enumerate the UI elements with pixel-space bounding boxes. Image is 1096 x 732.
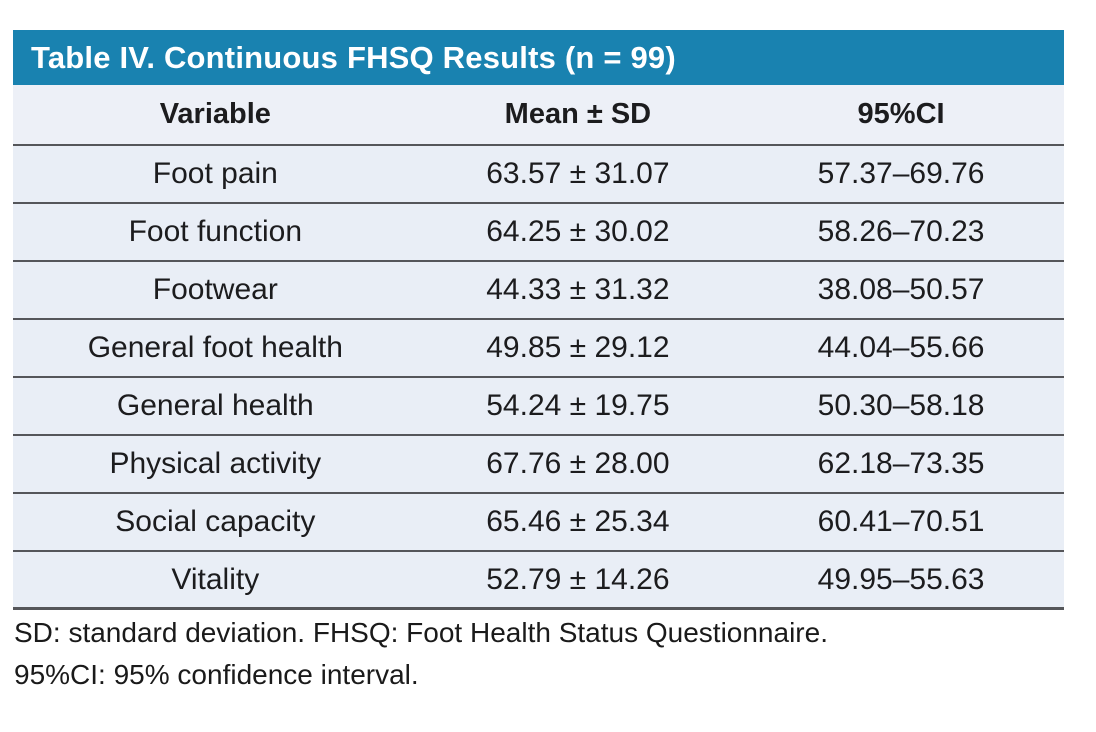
footnote-abbreviations: SD: standard deviation. FHSQ: Foot Healt… — [14, 617, 828, 648]
table-row: Physical activity 67.76 ± 28.00 62.18–73… — [13, 436, 1064, 494]
cell-mean-sd: 54.24 ± 19.75 — [486, 389, 670, 422]
cell-variable: Foot function — [128, 215, 303, 248]
table-footnotes: SD: standard deviation. FHSQ: Foot Healt… — [14, 612, 1074, 696]
cell-ci: 50.30–58.18 — [817, 389, 985, 422]
footnote-ci-definition: 95%CI: 95% confidence interval. — [14, 659, 419, 690]
table-row: General foot health 49.85 ± 29.12 44.04–… — [13, 320, 1064, 378]
cell-variable: General foot health — [87, 331, 343, 364]
cell-ci: 49.95–55.63 — [817, 562, 985, 596]
cell-variable: Vitality — [171, 562, 260, 596]
table-header-row: Variable Mean ± SD 95%CI — [13, 85, 1064, 146]
cell-variable: Physical activity — [109, 447, 322, 480]
cell-ci: 60.41–70.51 — [817, 505, 985, 538]
cell-variable: General health — [116, 389, 314, 422]
cell-ci: 44.04–55.66 — [817, 331, 985, 364]
table-row: General health 54.24 ± 19.75 50.30–58.18 — [13, 378, 1064, 436]
results-table: Table IV. Continuous FHSQ Results (n = 9… — [13, 30, 1064, 610]
cell-mean-sd: 44.33 ± 31.32 — [486, 273, 670, 306]
table-row: Foot pain 63.57 ± 31.07 57.37–69.76 — [13, 146, 1064, 204]
table-row: Social capacity 65.46 ± 25.34 60.41–70.5… — [13, 494, 1064, 552]
cell-variable: Foot pain — [152, 157, 278, 190]
cell-mean-sd: 52.79 ± 14.26 — [486, 562, 670, 596]
cell-variable: Social capacity — [115, 505, 316, 538]
cell-ci: 38.08–50.57 — [817, 273, 985, 306]
table-row: Vitality 52.79 ± 14.26 49.95–55.63 — [13, 552, 1064, 610]
cell-mean-sd: 63.57 ± 31.07 — [486, 157, 670, 190]
cell-ci: 58.26–70.23 — [817, 215, 985, 248]
column-header-variable: Variable — [159, 98, 271, 130]
table-title: Table IV. Continuous FHSQ Results (n = 9… — [13, 30, 1064, 85]
cell-mean-sd: 67.76 ± 28.00 — [486, 447, 670, 480]
cell-mean-sd: 49.85 ± 29.12 — [486, 331, 670, 364]
table-row: Foot function 64.25 ± 30.02 58.26–70.23 — [13, 204, 1064, 262]
cell-mean-sd: 64.25 ± 30.02 — [486, 215, 670, 248]
cell-mean-sd: 65.46 ± 25.34 — [486, 505, 670, 538]
cell-variable: Footwear — [152, 273, 278, 306]
cell-ci: 62.18–73.35 — [817, 447, 985, 480]
cell-ci: 57.37–69.76 — [817, 157, 985, 190]
column-header-ci: 95%CI — [857, 98, 945, 130]
column-header-mean-sd: Mean ± SD — [504, 98, 652, 130]
table-row: Footwear 44.33 ± 31.32 38.08–50.57 — [13, 262, 1064, 320]
